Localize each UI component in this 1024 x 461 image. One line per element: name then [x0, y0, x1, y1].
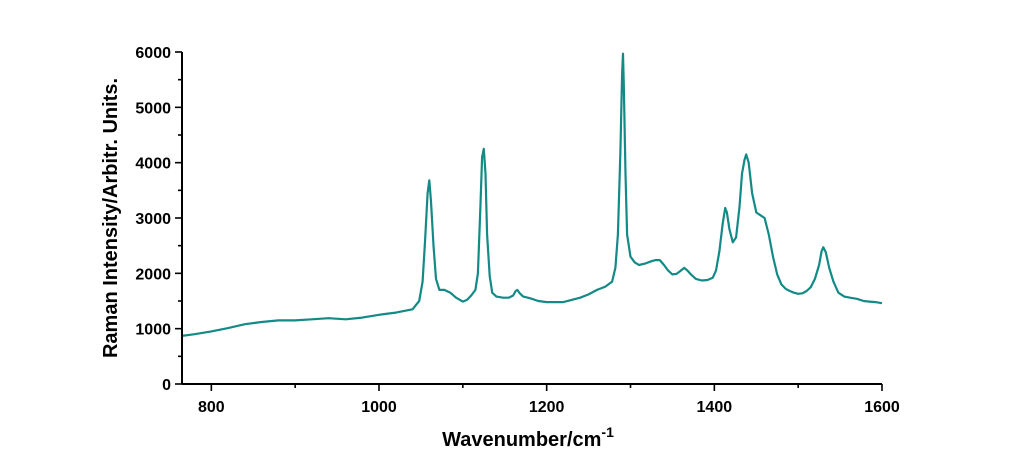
x-tick-label: 1000	[361, 399, 397, 416]
y-tick-label: 0	[162, 377, 171, 394]
y-tick-label: 3000	[135, 211, 171, 228]
x-axis: 800 1000 1200 1400 1600	[182, 383, 900, 416]
y-tick-label: 2000	[135, 266, 171, 283]
y-axis: 0 1000 2000 3000 4000 5000 6000	[135, 45, 183, 394]
x-tick-label: 800	[198, 399, 225, 416]
plot-area	[181, 52, 883, 337]
x-axis-title: Wavenumber/cm-1	[442, 424, 614, 451]
x-tick-label: 1600	[864, 399, 900, 416]
spectrum-line-0	[181, 52, 883, 337]
y-axis-title: Raman Intensity/Arbitr. Units.	[100, 78, 122, 358]
x-axis-title-text: Wavenumber/cm	[442, 429, 601, 451]
y-tick-label: 1000	[135, 322, 171, 339]
y-tick-label: 4000	[135, 156, 171, 173]
x-axis-title-superscript: -1	[601, 424, 614, 440]
y-tick-label: 6000	[135, 45, 171, 62]
y-tick-label: 5000	[135, 100, 171, 117]
x-tick-label: 1200	[529, 399, 565, 416]
x-tick-label: 1400	[697, 399, 733, 416]
